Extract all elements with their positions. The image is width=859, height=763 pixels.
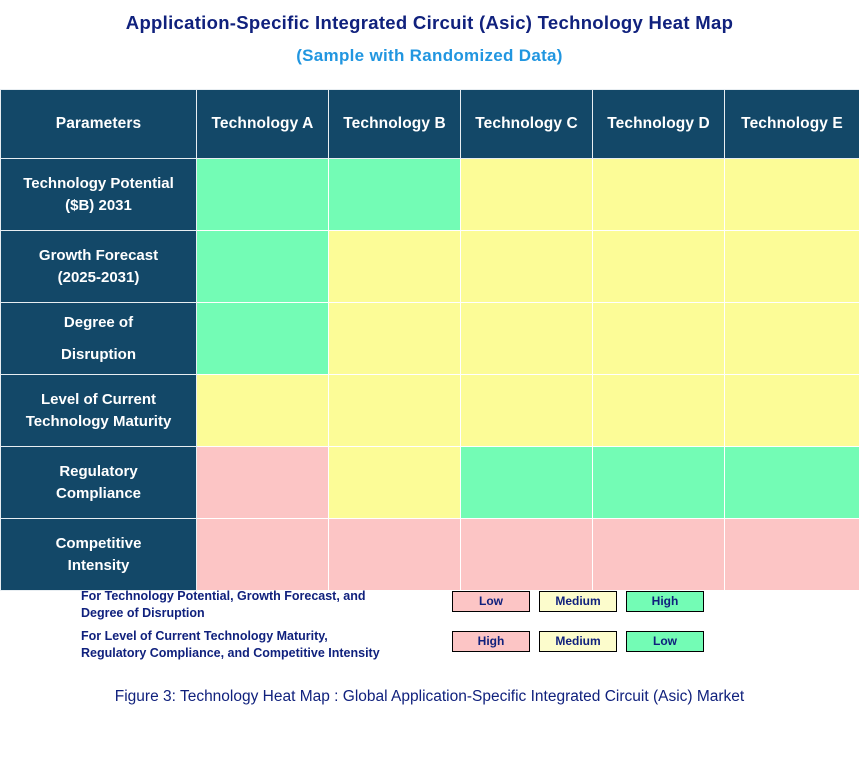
heatmap-cell (592, 302, 725, 375)
page-subtitle: (Sample with Randomized Data) (296, 46, 563, 65)
row-header-line2: ($B) 2031 (65, 196, 132, 214)
heatmap-cell (724, 158, 859, 231)
heatmap-cell (196, 158, 329, 231)
heatmap-cell (724, 302, 859, 375)
row-header-line1: Growth Forecast (38, 246, 159, 264)
legend-row-1: For Technology Potential, Growth Forecas… (0, 588, 859, 628)
legend-swatch: High (452, 631, 530, 652)
column-header-technology-e: Technology E (724, 89, 859, 159)
heatmap-cell (724, 374, 859, 447)
heatmap-cell (460, 446, 593, 519)
column-header-technology-a: Technology A (196, 89, 329, 159)
legend: For Technology Potential, Growth Forecas… (0, 588, 859, 668)
legend-swatch: Low (452, 591, 530, 612)
heatmap-cell (592, 374, 725, 447)
heatmap-cell (196, 518, 329, 591)
table-row: Level of Current Technology Maturity (0, 374, 859, 447)
heatmap-cell (328, 230, 461, 303)
table-row: Technology Potential ($B) 2031 (0, 158, 859, 231)
legend-description: For Technology Potential, Growth Forecas… (81, 588, 441, 622)
legend-description-line2: Degree of Disruption (81, 606, 205, 620)
row-header-line1: Level of Current (40, 390, 157, 408)
heatmap-cell (196, 302, 329, 375)
heatmap-cell (328, 518, 461, 591)
row-header-line2: Compliance (55, 484, 142, 502)
legend-swatch: Medium (539, 631, 617, 652)
page-title: Application-Specific Integrated Circuit … (125, 12, 734, 33)
table-row: Competitive Intensity (0, 518, 859, 591)
row-header-5: Regulatory Compliance (0, 446, 197, 519)
heatmap-cell (328, 446, 461, 519)
heatmap-cell (460, 302, 593, 375)
row-header-1: Technology Potential ($B) 2031 (0, 158, 197, 231)
heatmap-cell (724, 230, 859, 303)
legend-swatch: High (626, 591, 704, 612)
table-header-row: Parameters Technology A Technology B Tec… (0, 89, 859, 159)
heatmap-cell (592, 518, 725, 591)
legend-swatch: Medium (539, 591, 617, 612)
row-header-line1: Competitive (55, 534, 142, 552)
legend-swatches: High Medium Low (452, 631, 713, 652)
row-header-2: Growth Forecast (2025-2031) (0, 230, 197, 303)
heatmap-cell (196, 374, 329, 447)
column-header-parameters: Parameters (0, 89, 197, 159)
heatmap-container: Parameters Technology A Technology B Tec… (0, 89, 859, 591)
heatmap-cell (592, 446, 725, 519)
column-header-technology-c: Technology C (460, 89, 593, 159)
legend-description-line1: For Level of Current Technology Maturity… (81, 629, 328, 643)
row-header-line2: (2025-2031) (57, 268, 140, 286)
legend-row-2: For Level of Current Technology Maturity… (0, 628, 859, 668)
table-row: Growth Forecast (2025-2031) (0, 230, 859, 303)
table-row: Degree of Disruption (0, 302, 859, 375)
heatmap-body: Technology Potential ($B) 2031 Growth Fore… (0, 158, 859, 591)
row-header-6: Competitive Intensity (0, 518, 197, 591)
table-row: Regulatory Compliance (0, 446, 859, 519)
heatmap-cell (724, 446, 859, 519)
heatmap-cell (328, 302, 461, 375)
heatmap-cell (196, 230, 329, 303)
heatmap-cell (196, 446, 329, 519)
row-header-line2: Technology Maturity (25, 412, 172, 430)
legend-swatches: Low Medium High (452, 591, 713, 612)
row-header-3: Degree of Disruption (0, 302, 197, 375)
figure-caption: Figure 3: Technology Heat Map : Global A… (114, 688, 745, 705)
heatmap-cell (592, 158, 725, 231)
column-header-technology-d: Technology D (592, 89, 725, 159)
heatmap-cell (460, 230, 593, 303)
row-header-line1: Regulatory (59, 462, 138, 480)
legend-description: For Level of Current Technology Maturity… (81, 628, 441, 662)
row-header-4: Level of Current Technology Maturity (0, 374, 197, 447)
column-header-technology-b: Technology B (328, 89, 461, 159)
legend-description-line1: For Technology Potential, Growth Forecas… (81, 589, 366, 603)
heatmap-cell (592, 230, 725, 303)
heatmap-cell (460, 374, 593, 447)
heatmap-cell (460, 518, 593, 591)
heatmap-table: Parameters Technology A Technology B Tec… (0, 89, 859, 591)
legend-swatch: Low (626, 631, 704, 652)
row-header-line1: Degree of (63, 313, 134, 331)
title-block: Application-Specific Integrated Circuit … (0, 0, 859, 69)
row-header-line2: Disruption (61, 345, 136, 363)
heatmap-cell (328, 374, 461, 447)
heatmap-cell (724, 518, 859, 591)
row-header-line1: Technology Potential (23, 174, 174, 192)
heatmap-cell (460, 158, 593, 231)
row-header-line2: Intensity (67, 556, 130, 574)
legend-description-line2: Regulatory Compliance, and Competitive I… (81, 646, 380, 660)
heatmap-cell (328, 158, 461, 231)
